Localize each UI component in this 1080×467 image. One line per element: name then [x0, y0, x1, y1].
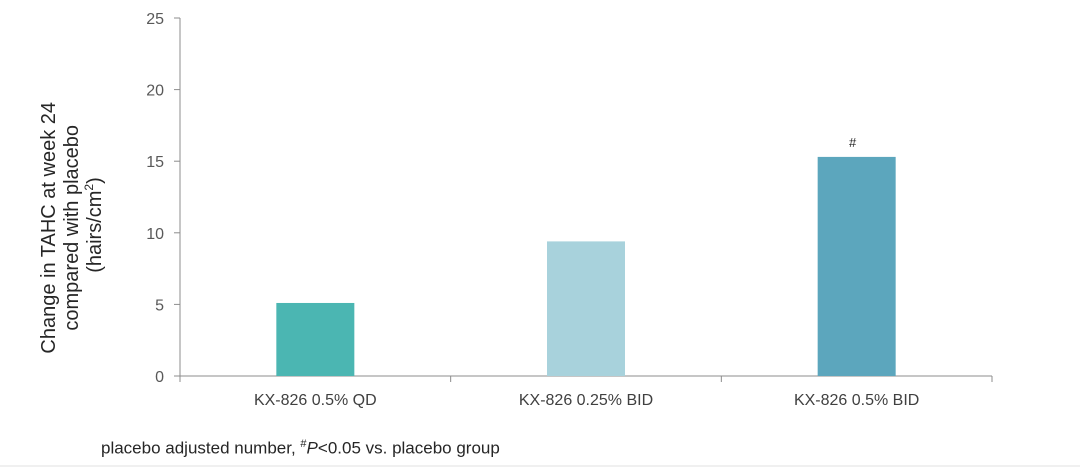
- bar-1: [276, 302, 355, 376]
- y-tick-label: 25: [146, 11, 164, 28]
- footnote-suffix: <0.05 vs. placebo group: [317, 438, 500, 458]
- y-tick-label: 5: [155, 297, 164, 314]
- x-axis: [179, 375, 993, 382]
- x-category-label: KX-826 0.5% QD: [254, 392, 377, 409]
- y-tick-label: 15: [146, 154, 164, 171]
- labels: KX-826 0.5% QD KX-826 0.25% BID KX-826 0.5…: [254, 135, 919, 409]
- y-axis: 0 5 10 15 20 25: [146, 11, 181, 386]
- footnote-symbol: #: [300, 438, 307, 450]
- y-tick-label: 10: [146, 226, 164, 243]
- footnote-prefix: placebo adjusted number,: [101, 438, 301, 458]
- footnote-p-symbol: P: [306, 438, 318, 458]
- x-category-label: KX-826 0.25% BID: [519, 392, 653, 409]
- y-axis-label-line-3b: ): [84, 177, 106, 184]
- y-tick-label: 20: [146, 83, 164, 100]
- significance-marker: #: [849, 135, 857, 150]
- y-axis-label-superscript: 2: [82, 184, 96, 191]
- bar-2: [547, 241, 625, 376]
- bars: [276, 156, 896, 376]
- y-axis-label-line-1: Change in TAHC at week 24: [38, 102, 60, 354]
- bar-3: [817, 156, 896, 376]
- bar-chart: 0 5 10 15 20 25 KX-826 0.5% QD KX-826 0.25% BI…: [38, 11, 993, 409]
- y-axis-label: Change in TAHC at week 24 compared with …: [38, 96, 106, 353]
- bottom-divider: [0, 465, 1080, 467]
- footnote: placebo adjusted number, #P<0.05 vs. pla…: [101, 438, 500, 459]
- y-axis-label-line-3a: (hairs/cm: [84, 191, 106, 273]
- x-category-label: KX-826 0.5% BID: [794, 392, 919, 409]
- y-tick-label: 0: [155, 369, 164, 386]
- y-axis-label-line-2: compared with placebo: [61, 125, 83, 331]
